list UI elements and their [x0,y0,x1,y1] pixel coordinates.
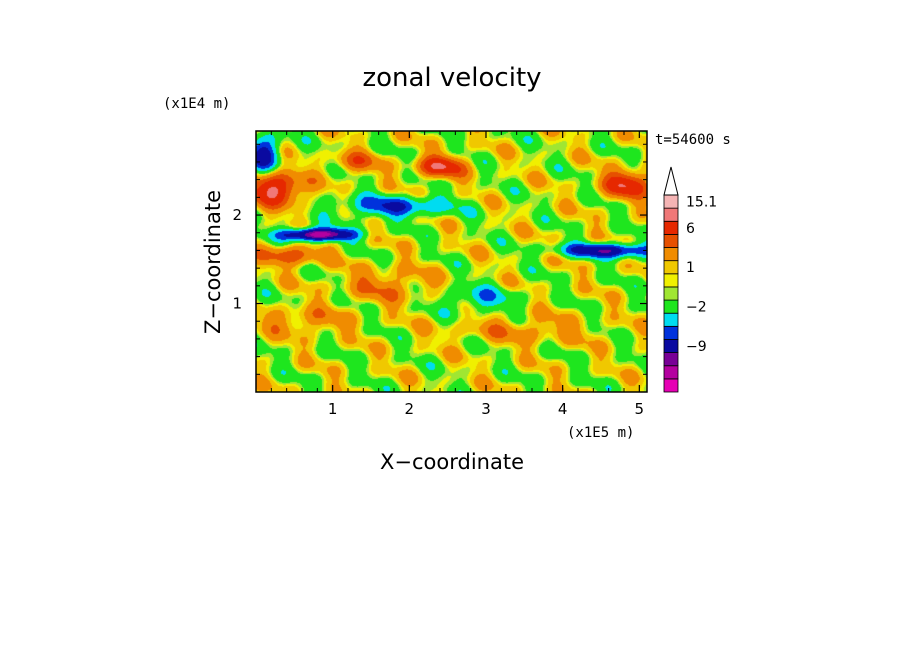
colorbar-label: −2 [686,300,707,316]
colorbar-level [663,339,679,354]
colorbar-level [663,194,679,209]
colorbar-label: −9 [686,339,707,355]
x-scale-label: (x1E5 m) [567,425,634,441]
colorbar-extend-arrow [663,166,679,196]
colorbar-level [663,233,679,248]
colorbar-level [663,247,679,262]
x-tick-label: 4 [558,400,568,418]
y-tick-label: 1 [232,295,242,313]
y-axis-label: Z−coordinate [201,190,225,334]
y-tick-label: 2 [232,206,242,224]
colorbar-level [663,260,679,275]
colorbar-level [663,312,679,327]
colorbar-label: 6 [686,221,695,237]
colorbar: 15.1 6 1 −2 −9 [663,166,717,393]
colorbar-level [663,378,679,393]
contour-field-image [256,131,647,392]
colorbar-level [663,365,679,380]
x-tick-label: 3 [481,400,491,418]
colorbar-level [663,286,679,301]
chart-title: zonal velocity [362,63,541,93]
x-axis-label: X−coordinate [380,450,524,474]
time-label: t=54600 s [655,132,731,148]
contour-plot [255,130,648,393]
colorbar-level [663,325,679,340]
colorbar-label: 15.1 [686,195,717,211]
colorbar-level [663,352,679,367]
plot-frame [255,130,648,393]
y-scale-label: (x1E4 m) [163,96,230,112]
colorbar-label: 1 [686,260,695,276]
colorbar-level [663,273,679,288]
colorbar-level [663,207,679,222]
x-tick-label: 1 [328,400,338,418]
x-tick-label: 2 [405,400,415,418]
x-tick-label: 5 [635,400,645,418]
colorbar-level [663,299,679,314]
colorbar-level [663,220,679,235]
axis-ticks: 1 2 3 4 5 1 2 [232,131,647,418]
